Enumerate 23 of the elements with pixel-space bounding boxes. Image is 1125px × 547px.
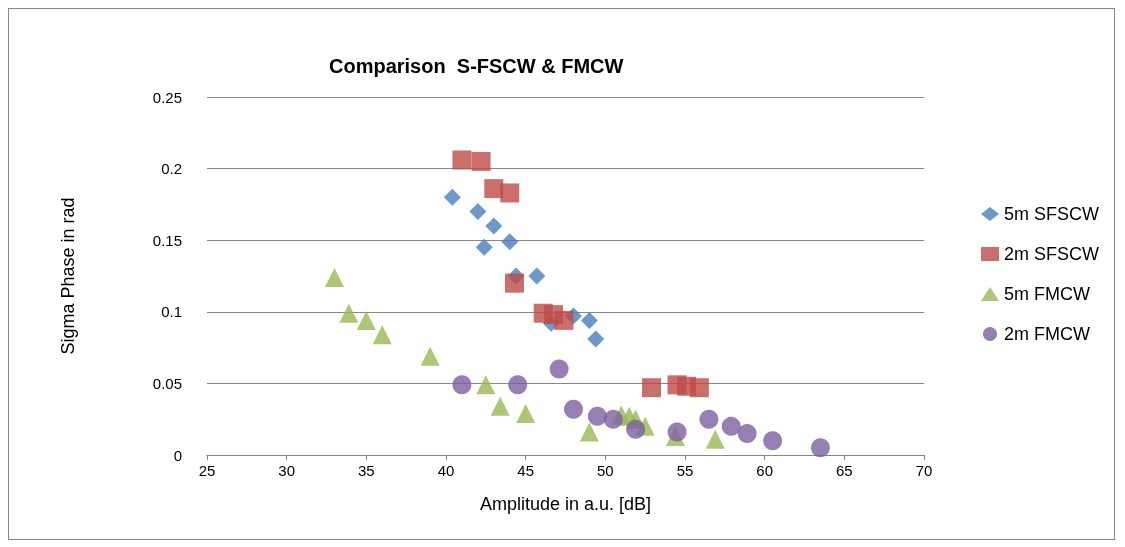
y-tick-label: 0.25	[152, 88, 182, 106]
legend-label: 5m FMCW	[1004, 284, 1090, 304]
legend-label: 2m SFSCW	[1004, 244, 1100, 264]
legend-label: 5m SFSCW	[1004, 204, 1100, 224]
y-tick-label: 0.1	[161, 303, 182, 321]
x-tick-label: 35	[357, 462, 375, 479]
x-tick-label: 70	[915, 462, 933, 479]
y-tick-label: 0.15	[152, 231, 182, 249]
x-tick-label: 45	[517, 462, 535, 479]
x-tick-label: 40	[437, 462, 455, 479]
legend-label: 2m FMCW	[1004, 324, 1090, 344]
y-tick-label: 0	[173, 446, 182, 464]
y-tick-label: 0.2	[161, 160, 182, 178]
x-axis-title: Amplitude in a.u. [dB]	[479, 494, 652, 514]
x-tick-label: 60	[756, 462, 774, 479]
x-tick-label: 55	[676, 462, 694, 479]
y-tick-label: 0.05	[152, 374, 182, 392]
x-tick-label: 65	[835, 462, 853, 479]
y-axis-title: Sigma Phase in rad	[58, 197, 78, 355]
x-tick-label: 30	[278, 462, 296, 479]
chart-title: Comparison S-FSCW & FMCW	[329, 55, 624, 77]
x-tick-label: 25	[198, 462, 216, 479]
x-tick-label: 50	[596, 462, 614, 479]
